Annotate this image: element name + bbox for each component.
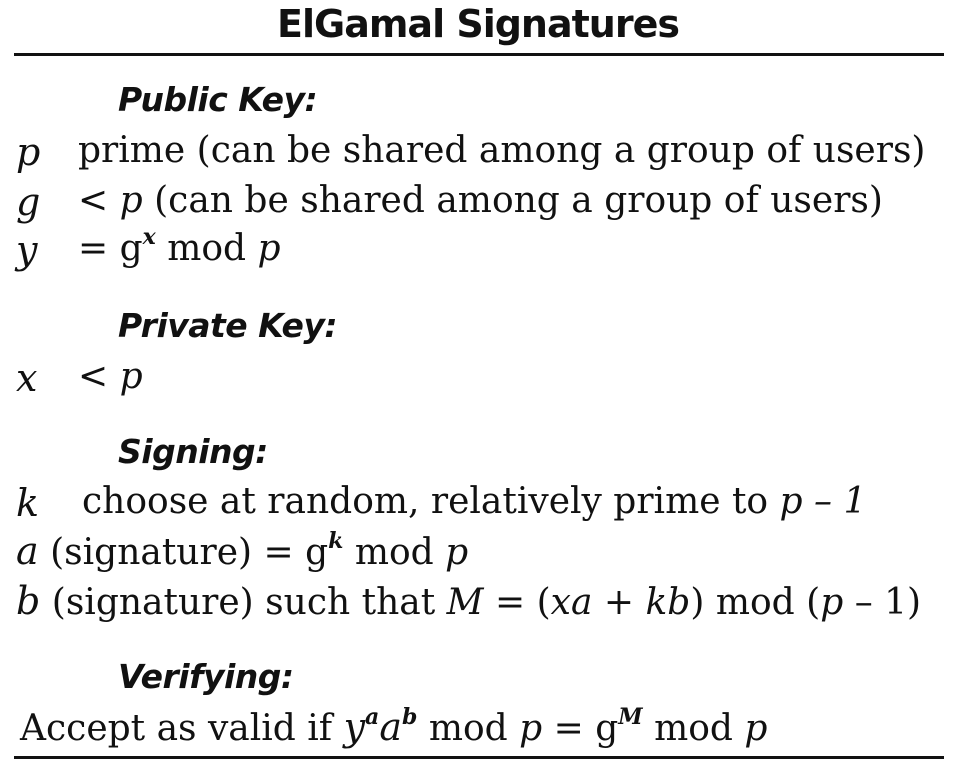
verify-y: y bbox=[343, 705, 366, 749]
p-variable: p bbox=[16, 130, 41, 174]
b-description: (signature) such that bbox=[51, 582, 436, 623]
y-variable: y bbox=[16, 228, 38, 272]
b-end: – 1) bbox=[854, 582, 922, 623]
verify-text: Accept as valid if bbox=[20, 708, 333, 749]
verify-p-1: p bbox=[519, 708, 543, 749]
b-m: M bbox=[446, 582, 484, 623]
b-p: p bbox=[820, 582, 844, 623]
y-description: = gx mod p bbox=[78, 226, 281, 269]
signing-heading: Signing: bbox=[118, 432, 268, 471]
g-desc-text: (can be shared among a group of users) bbox=[154, 180, 883, 221]
y-exponent: x bbox=[142, 224, 156, 250]
page-title: ElGamal Signatures bbox=[277, 2, 680, 46]
b-eq: = ( bbox=[494, 582, 551, 623]
p-description: prime (can be shared among a group of us… bbox=[78, 130, 926, 171]
k-expression: p – 1 bbox=[779, 481, 867, 522]
y-p: p bbox=[257, 228, 281, 269]
x-p: p bbox=[119, 356, 143, 397]
public-key-heading: Public Key: bbox=[118, 80, 318, 119]
verify-eq: = g bbox=[553, 708, 619, 749]
x-variable: x bbox=[16, 356, 38, 400]
top-rule bbox=[14, 53, 944, 56]
verify-mod-1: mod bbox=[428, 708, 508, 749]
private-key-heading: Private Key: bbox=[118, 306, 338, 345]
verify-p-2: p bbox=[744, 708, 768, 749]
verifying-row: Accept as valid if yaab mod p = gM mod p bbox=[20, 705, 768, 749]
b-xa: xa bbox=[550, 582, 593, 623]
b-close: ) mod ( bbox=[690, 582, 821, 623]
verifying-heading: Verifying: bbox=[118, 657, 294, 696]
g-variable: g bbox=[16, 180, 41, 224]
verify-a-exponent: b bbox=[401, 704, 418, 730]
x-less-than: < bbox=[78, 356, 109, 397]
k-desc-text: choose at random, relatively prime to bbox=[82, 481, 769, 522]
g-p: p bbox=[119, 180, 143, 221]
bottom-rule bbox=[14, 756, 944, 759]
verify-g-exponent: M bbox=[618, 704, 643, 730]
b-variable: b bbox=[16, 579, 41, 623]
signing-a-row: a (signature) = gk mod p bbox=[16, 529, 469, 573]
y-eq: = g bbox=[78, 228, 143, 269]
b-kb: kb bbox=[645, 582, 691, 623]
a-variable: a bbox=[16, 529, 39, 573]
b-plus: + bbox=[603, 582, 635, 623]
a-exponent: k bbox=[328, 528, 344, 554]
a-mod: mod bbox=[354, 532, 434, 573]
a-p: p bbox=[445, 532, 469, 573]
y-mod: mod bbox=[167, 228, 247, 269]
less-than: < bbox=[78, 180, 109, 221]
k-variable: k bbox=[16, 481, 40, 525]
a-description: (signature) = g bbox=[50, 532, 329, 573]
verify-mod-2: mod bbox=[654, 708, 733, 749]
k-description: choose at random, relatively prime to p … bbox=[82, 481, 866, 522]
verify-a: a bbox=[379, 705, 402, 749]
verify-y-exponent: a bbox=[365, 704, 380, 730]
signing-b-row: b (signature) such that M = (xa + kb) mo… bbox=[16, 582, 921, 621]
x-description: < p bbox=[78, 356, 143, 397]
g-description: < p (can be shared among a group of user… bbox=[78, 180, 883, 221]
